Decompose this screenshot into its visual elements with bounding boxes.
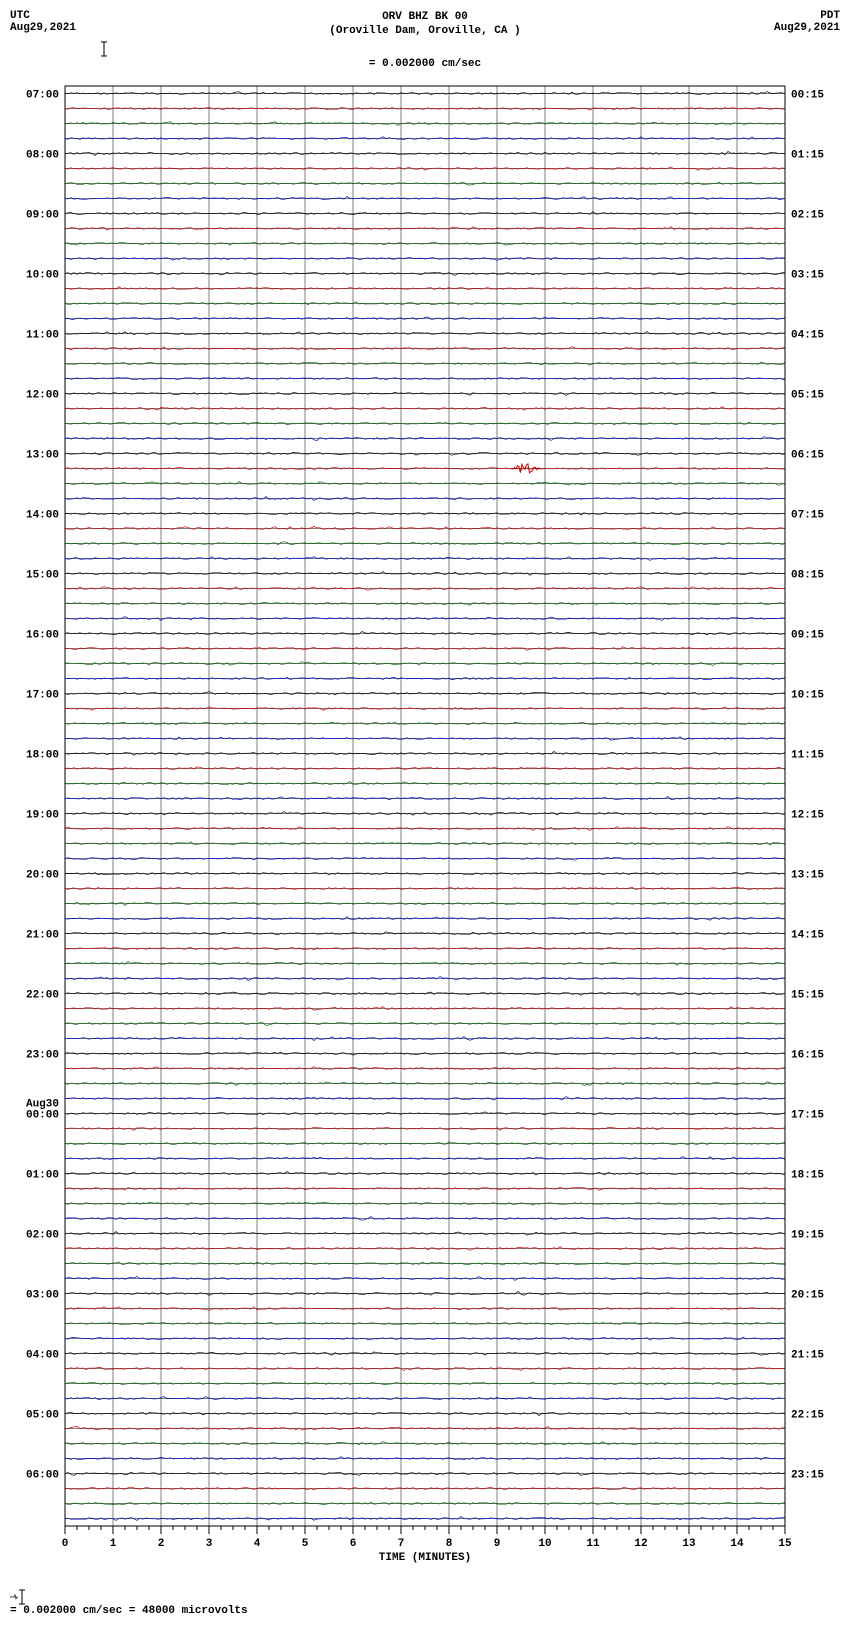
- utc-label: UTC: [10, 10, 100, 22]
- svg-text:19:00: 19:00: [26, 809, 59, 821]
- svg-text:0: 0: [62, 1538, 69, 1550]
- svg-text:18:00: 18:00: [26, 749, 59, 761]
- svg-text:09:15: 09:15: [791, 629, 824, 641]
- svg-text:01:00: 01:00: [26, 1169, 59, 1181]
- svg-text:20:15: 20:15: [791, 1289, 824, 1301]
- svg-text:5: 5: [302, 1538, 309, 1550]
- svg-text:08:00: 08:00: [26, 149, 59, 161]
- svg-text:21:15: 21:15: [791, 1349, 824, 1361]
- svg-text:21:00: 21:00: [26, 929, 59, 941]
- svg-text:19:15: 19:15: [791, 1229, 824, 1241]
- svg-text:02:15: 02:15: [791, 209, 824, 221]
- header-utc: UTC Aug29,2021: [10, 10, 100, 34]
- footer-scale-bar-icon: [10, 1589, 28, 1605]
- svg-text:17:15: 17:15: [791, 1109, 824, 1121]
- scale-bar-icon: [100, 41, 108, 57]
- svg-text:10: 10: [538, 1538, 551, 1550]
- svg-text:09:00: 09:00: [26, 209, 59, 221]
- svg-text:07:00: 07:00: [26, 89, 59, 101]
- svg-text:6: 6: [350, 1538, 357, 1550]
- svg-text:15: 15: [778, 1538, 792, 1550]
- svg-text:22:00: 22:00: [26, 989, 59, 1001]
- station-line: ORV BHZ BK 00: [100, 10, 750, 24]
- svg-text:17:00: 17:00: [26, 689, 59, 701]
- svg-text:23:15: 23:15: [791, 1469, 824, 1481]
- seismogram-svg: 07:00 08:00 09:00 10:00 11:00 12:00 13:00 14:00…: [10, 81, 840, 1581]
- svg-text:12:15: 12:15: [791, 809, 824, 821]
- svg-text:03:00: 03:00: [26, 1289, 59, 1301]
- svg-text:03:15: 03:15: [791, 269, 824, 281]
- header-pdt: PDT Aug29,2021: [750, 10, 840, 34]
- svg-text:4: 4: [254, 1538, 261, 1550]
- chart-area: 07:00 08:00 09:00 10:00 11:00 12:00 13:00 14:00…: [10, 81, 840, 1581]
- svg-text:9: 9: [494, 1538, 501, 1550]
- svg-text:20:00: 20:00: [26, 869, 59, 881]
- svg-text:13:00: 13:00: [26, 449, 59, 461]
- svg-text:3: 3: [206, 1538, 213, 1550]
- svg-text:13:15: 13:15: [791, 869, 824, 881]
- svg-text:8: 8: [446, 1538, 453, 1550]
- svg-text:13: 13: [682, 1538, 696, 1550]
- svg-text:05:15: 05:15: [791, 389, 824, 401]
- svg-text:14:15: 14:15: [791, 929, 824, 941]
- svg-text:00:15: 00:15: [791, 89, 824, 101]
- svg-text:18:15: 18:15: [791, 1169, 824, 1181]
- pdt-date: Aug29,2021: [750, 22, 840, 34]
- svg-text:23:00: 23:00: [26, 1049, 59, 1061]
- svg-text:00:00: 00:00: [26, 1109, 59, 1121]
- svg-text:12: 12: [634, 1538, 647, 1550]
- svg-text:06:15: 06:15: [791, 449, 824, 461]
- svg-text:11: 11: [586, 1538, 600, 1550]
- svg-text:14:00: 14:00: [26, 509, 59, 521]
- scale-line: = 0.002000 cm/sec: [100, 41, 750, 71]
- svg-text:14: 14: [730, 1538, 744, 1550]
- utc-date: Aug29,2021: [10, 22, 100, 34]
- svg-text:16:00: 16:00: [26, 629, 59, 641]
- scale-text: = 0.002000 cm/sec: [369, 58, 481, 70]
- svg-text:10:00: 10:00: [26, 269, 59, 281]
- svg-text:1: 1: [110, 1538, 117, 1550]
- svg-text:2: 2: [158, 1538, 165, 1550]
- pdt-label: PDT: [750, 10, 840, 22]
- seismogram-container: UTC Aug29,2021 ORV BHZ BK 00 (Oroville D…: [10, 10, 840, 1617]
- header-row: UTC Aug29,2021 ORV BHZ BK 00 (Oroville D…: [10, 10, 840, 71]
- svg-text:11:15: 11:15: [791, 749, 824, 761]
- svg-text:TIME (MINUTES): TIME (MINUTES): [379, 1552, 471, 1564]
- svg-text:7: 7: [398, 1538, 405, 1550]
- svg-text:08:15: 08:15: [791, 569, 824, 581]
- svg-text:02:00: 02:00: [26, 1229, 59, 1241]
- svg-text:12:00: 12:00: [26, 389, 59, 401]
- svg-text:15:15: 15:15: [791, 989, 824, 1001]
- svg-text:07:15: 07:15: [791, 509, 824, 521]
- svg-text:06:00: 06:00: [26, 1469, 59, 1481]
- svg-text:01:15: 01:15: [791, 149, 824, 161]
- svg-text:05:00: 05:00: [26, 1409, 59, 1421]
- svg-text:11:00: 11:00: [26, 329, 59, 341]
- location-line: (Oroville Dam, Oroville, CA ): [100, 24, 750, 38]
- svg-text:16:15: 16:15: [791, 1049, 824, 1061]
- svg-text:15:00: 15:00: [26, 569, 59, 581]
- footer-text: = 0.002000 cm/sec = 48000 microvolts: [10, 1605, 248, 1617]
- svg-text:04:15: 04:15: [791, 329, 824, 341]
- svg-text:10:15: 10:15: [791, 689, 824, 701]
- svg-text:22:15: 22:15: [791, 1409, 824, 1421]
- svg-text:04:00: 04:00: [26, 1349, 59, 1361]
- header-center: ORV BHZ BK 00 (Oroville Dam, Oroville, C…: [100, 10, 750, 71]
